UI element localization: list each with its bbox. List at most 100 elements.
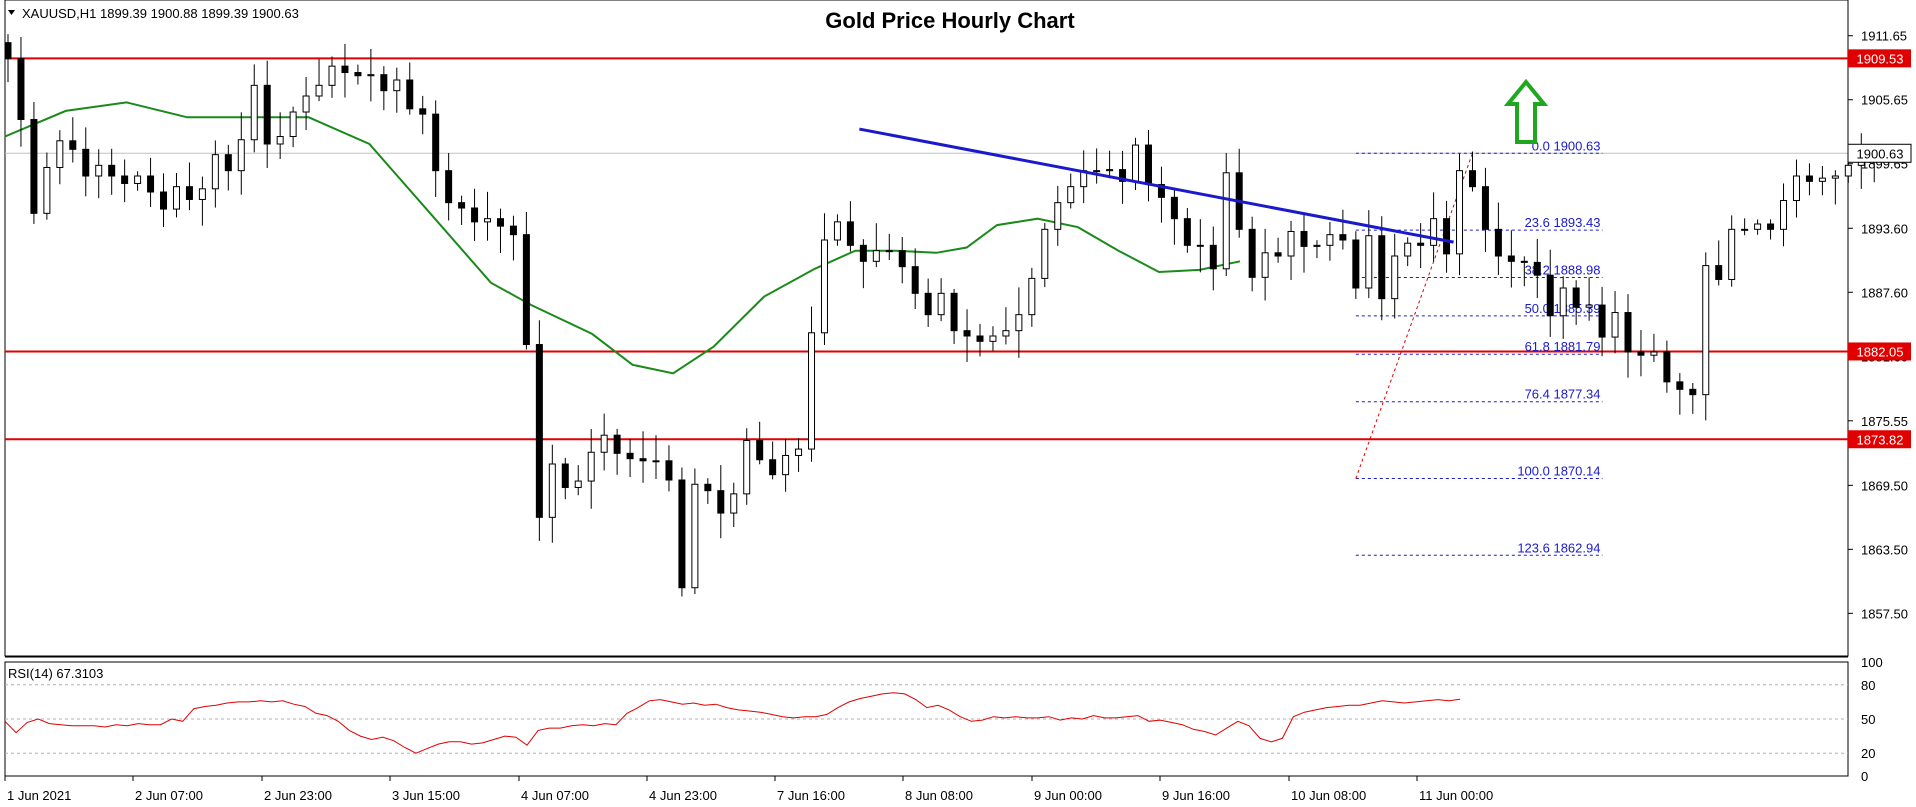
candle <box>704 478 712 504</box>
candle-body <box>795 448 803 456</box>
x-tick-label: 4 Jun 07:00 <box>521 788 589 803</box>
candle <box>1844 158 1852 183</box>
candle-body <box>1132 144 1140 182</box>
y-tick-label: 1875.55 <box>1861 414 1908 429</box>
price-tag <box>1848 342 1911 361</box>
candle-body <box>1715 265 1723 280</box>
symbol-dropdown-icon[interactable] <box>8 10 15 15</box>
candle-body <box>172 186 180 210</box>
candle <box>445 153 453 221</box>
candle-body <box>1741 228 1749 231</box>
candle <box>43 152 51 220</box>
candle-body <box>911 266 919 294</box>
price-tag <box>1848 49 1911 68</box>
candle <box>69 117 77 163</box>
candle-body <box>1520 260 1528 263</box>
candle-body <box>1792 175 1800 202</box>
candle-body <box>989 335 997 342</box>
candle <box>924 278 932 327</box>
candle-body <box>950 292 958 332</box>
candle <box>1456 153 1464 276</box>
candle <box>1481 167 1489 252</box>
candle-body <box>1222 172 1230 270</box>
price-tag <box>1848 430 1911 449</box>
x-tick-label: 10 Jun 08:00 <box>1291 788 1366 803</box>
fib-level-label: 123.6 1862.94 <box>1517 540 1600 555</box>
candle-body <box>535 344 543 518</box>
candle-body <box>937 292 945 316</box>
candle <box>782 439 790 492</box>
candle-body <box>43 166 51 214</box>
candle <box>1080 150 1088 204</box>
x-tick-label: 4 Jun 23:00 <box>649 788 717 803</box>
candle-body <box>885 250 893 253</box>
candle-body <box>1507 255 1515 262</box>
fib-swing-line <box>1355 153 1473 479</box>
candle-body <box>1468 170 1476 188</box>
fib-level-label: 61.8 1881.79 <box>1525 339 1601 354</box>
candle <box>859 239 867 289</box>
price-tag-label: 1909.53 <box>1857 51 1904 66</box>
candle <box>224 144 232 191</box>
candle-body <box>302 95 310 113</box>
candle-body <box>17 58 25 120</box>
candle <box>691 468 699 595</box>
candle-body <box>1326 234 1334 246</box>
candle-body <box>328 65 336 86</box>
candle <box>1054 185 1062 246</box>
candle <box>406 62 414 115</box>
candle <box>548 444 556 543</box>
candle-body <box>756 440 764 461</box>
candle <box>561 457 569 500</box>
y-tick-label: 1893.60 <box>1861 221 1908 236</box>
candle-body <box>1650 351 1658 356</box>
candle-body <box>1300 230 1308 247</box>
candle <box>1741 218 1749 236</box>
rsi-header: RSI(14) 67.3103 <box>8 666 103 681</box>
descending-trendline[interactable] <box>859 127 1454 244</box>
candle-body <box>1754 223 1762 230</box>
candle <box>1209 226 1217 291</box>
candle <box>1546 249 1554 337</box>
candle <box>1663 340 1671 393</box>
candle-body <box>341 65 349 74</box>
candle <box>1391 233 1399 319</box>
candle <box>471 188 479 241</box>
candle <box>393 67 401 113</box>
candle-body <box>600 434 608 453</box>
candle <box>1248 216 1256 292</box>
candle-body <box>1248 228 1256 278</box>
candle <box>1300 213 1308 273</box>
x-tick-label: 2 Jun 23:00 <box>264 788 332 803</box>
candle-body <box>224 154 232 172</box>
candle <box>963 309 971 362</box>
fib-level-label: 76.4 1877.34 <box>1525 387 1601 402</box>
chart-title: Gold Price Hourly Chart <box>825 8 1075 33</box>
candle <box>1598 286 1606 357</box>
candle-body <box>730 493 738 514</box>
candle-body <box>704 483 712 492</box>
candle-body <box>1106 169 1114 172</box>
moving-average-line <box>4 101 1241 375</box>
candle <box>56 130 64 185</box>
candle-body <box>769 459 777 476</box>
candle <box>717 465 725 539</box>
candle-body <box>587 451 595 482</box>
candle <box>1170 188 1178 245</box>
candle-body <box>1093 170 1101 173</box>
candle <box>639 431 647 483</box>
candle-body <box>820 239 828 334</box>
rsi-tick-label: 100 <box>1861 655 1883 670</box>
candle-body <box>185 186 193 200</box>
candle-body <box>484 218 492 223</box>
candle-body <box>665 460 673 481</box>
candle-body <box>1365 235 1373 289</box>
candle <box>808 306 816 462</box>
candle-body <box>1430 218 1438 246</box>
main-chart-frame <box>4 0 1849 657</box>
candle-body <box>1702 265 1710 396</box>
candle <box>1715 240 1723 286</box>
candle <box>211 140 219 208</box>
candle <box>302 76 310 131</box>
